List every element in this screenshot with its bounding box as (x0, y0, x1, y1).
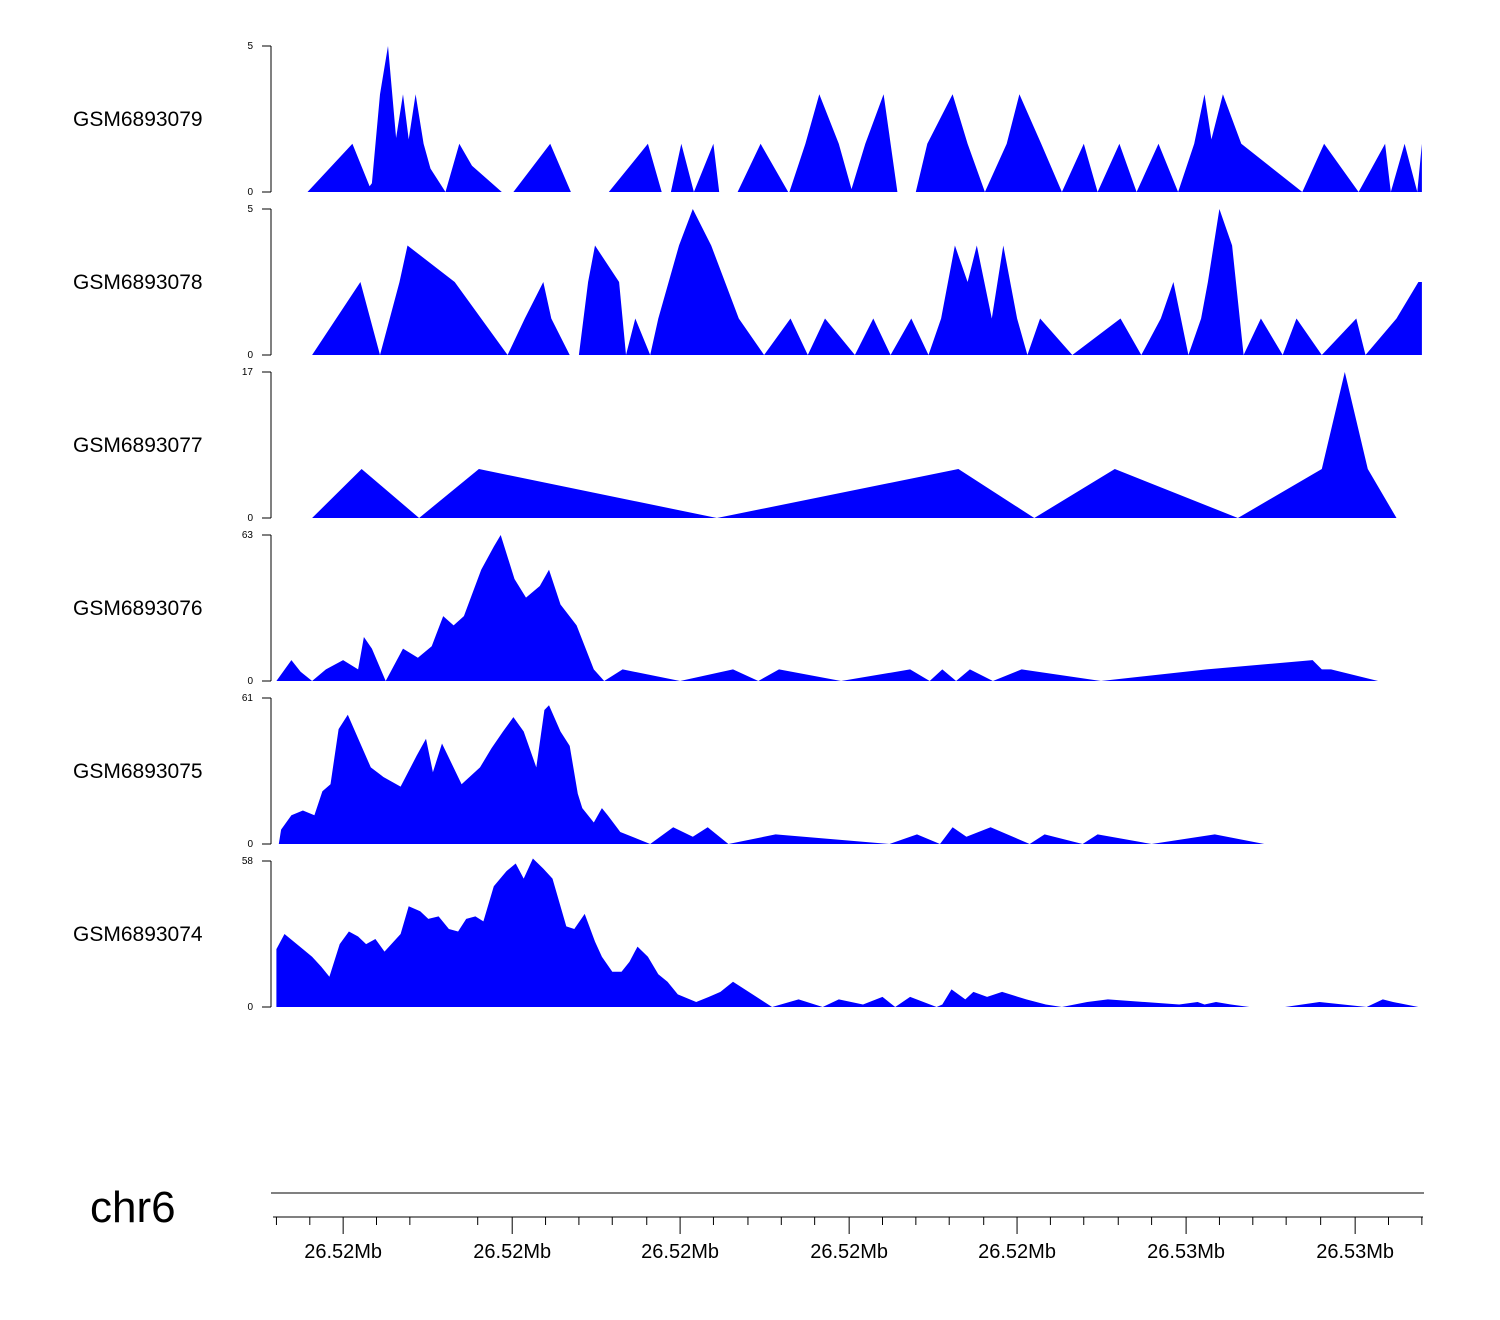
genome-axis: chr6 26.52Mb 26.52Mb 26.52Mb 26.52Mb 26.52Mb… (90, 1183, 1424, 1263)
x-tick-label: 26.53Mb (1316, 1241, 1394, 1263)
coverage-area (312, 372, 1397, 518)
y-tick-label-max: 63 (242, 530, 254, 541)
track-label: GSM6893076 (73, 597, 203, 620)
track-GSM6893075: GSM6893075 61 0 (73, 693, 1265, 850)
track-label: GSM6893075 (73, 760, 203, 783)
track-GSM6893078: GSM6893078 5 0 (73, 204, 1422, 361)
y-tick-label-min: 0 (247, 187, 253, 198)
track-label: GSM6893074 (73, 923, 203, 946)
y-tick-label-max: 5 (247, 204, 253, 215)
data-tracks: GSM689307950GSM689307850GSM6893077170GSM… (73, 41, 1422, 1013)
coverage-area (307, 46, 1422, 192)
coverage-area (276, 535, 1379, 681)
track-GSM6893074: GSM6893074 58 0 (73, 856, 1422, 1013)
y-tick-label-min: 0 (247, 839, 253, 850)
y-tick-label-max: 5 (247, 41, 253, 52)
x-tick-label: 26.52Mb (641, 1241, 719, 1263)
x-tick-label: 26.52Mb (978, 1241, 1056, 1263)
y-tick-label-min: 0 (247, 1002, 253, 1013)
track-GSM6893076: GSM6893076 63 0 (73, 530, 1379, 687)
y-tick-label-max: 58 (242, 856, 254, 867)
x-tick-label: 26.52Mb (473, 1241, 551, 1263)
coverage-area (276, 858, 1422, 1007)
coverage-area (312, 209, 1422, 355)
chromosome-label: chr6 (90, 1183, 176, 1232)
x-tick-label: 26.53Mb (1147, 1241, 1225, 1263)
y-tick-label-min: 0 (247, 350, 253, 361)
track-label: GSM6893077 (73, 434, 203, 457)
y-tick-label-min: 0 (247, 676, 253, 687)
y-tick-label-max: 17 (242, 367, 254, 378)
track-GSM6893079: GSM6893079 5 0 (73, 41, 1422, 198)
y-tick-label-min: 0 (247, 513, 253, 524)
coverage-area (278, 705, 1265, 844)
x-tick-label: 26.52Mb (810, 1241, 888, 1263)
track-label: GSM6893079 (73, 108, 203, 131)
track-label: GSM6893078 (73, 271, 203, 294)
y-tick-label-max: 61 (242, 693, 254, 704)
track-GSM6893077: GSM6893077 17 0 (73, 367, 1397, 524)
x-tick-label: 26.52Mb (304, 1241, 382, 1263)
